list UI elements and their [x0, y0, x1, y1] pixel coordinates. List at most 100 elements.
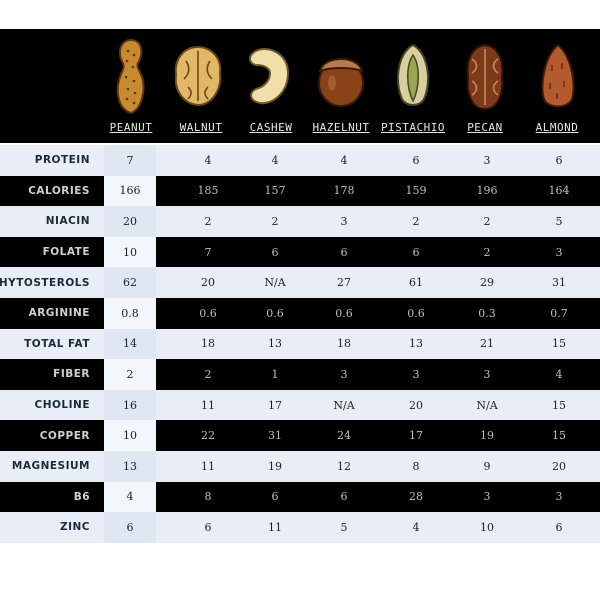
value-cell: 5	[340, 520, 348, 534]
value-cell: 15	[552, 337, 566, 351]
table-row: ARGININE 0.8 0.6 0.6 0.6 0.6 0.3 0.7	[0, 297, 600, 329]
peanut-value-cell: 62	[104, 267, 156, 298]
value-cell: 4	[412, 520, 420, 534]
value-cell: 6	[340, 245, 348, 259]
table-row: TOTAL FAT 14 18 13 18 13 21 15	[0, 328, 600, 360]
value-cell: 2	[271, 214, 279, 228]
value-cell: 3	[340, 214, 348, 228]
walnut-icon	[174, 45, 222, 107]
peanut-value-cell: 7	[104, 145, 156, 176]
value-cell: 17	[268, 398, 282, 412]
row-label: MAGNESIUM	[11, 460, 90, 473]
value-cell: N/A	[333, 398, 355, 412]
value-cell: 10	[480, 520, 494, 534]
value-cell: 0.6	[335, 306, 353, 320]
value-cell: 0.6	[266, 306, 284, 320]
value-cell: 0.3	[478, 306, 496, 320]
row-label: ZINC	[59, 521, 90, 534]
value-cell: N/A	[476, 398, 498, 412]
value-cell: 6	[271, 490, 279, 504]
row-label: FIBER	[53, 368, 90, 381]
hazelnut-icon	[318, 58, 364, 107]
pecan-icon	[466, 43, 504, 111]
value-cell: N/A	[264, 276, 286, 290]
pistachio-icon	[396, 43, 430, 106]
value-cell: 20	[201, 276, 215, 290]
value-cell: 7	[204, 245, 212, 259]
value-cell: 3	[555, 490, 563, 504]
peanut-value-cell: 6	[104, 512, 156, 543]
peanut-value-cell: 16	[104, 389, 156, 421]
value-cell: 15	[552, 398, 566, 412]
value-cell: 31	[552, 276, 566, 290]
value-cell: 3	[555, 245, 563, 259]
value-cell: 6	[412, 153, 420, 167]
peanut-value-cell: 14	[104, 328, 156, 360]
almond-icon	[541, 43, 575, 108]
cashew-icon	[249, 48, 290, 105]
value-cell: 18	[337, 337, 351, 351]
value-cell: 178	[333, 184, 355, 198]
peanut-value-cell: 10	[104, 236, 156, 268]
table-row: COPPER 10 22 31 24 17 19 15	[0, 420, 600, 451]
row-label: PHYTOSTEROLS	[0, 276, 90, 289]
header-band: PEANUT WALNUT CASHEW HAZELNUT PISTACHIO …	[0, 29, 600, 143]
value-cell: 1	[271, 367, 279, 381]
peanut-value-cell: 20	[104, 206, 156, 237]
value-cell: 6	[412, 245, 420, 259]
peanut-value-cell: 13	[104, 450, 156, 482]
column-header-almond: ALMOND	[535, 121, 579, 134]
column-header-pistachio: PISTACHIO	[380, 121, 446, 134]
table-row: CHOLINE 16 11 17 N/A 20 N/A 15	[0, 389, 600, 421]
peanut-value-cell: 2	[104, 359, 156, 390]
value-cell: 3	[483, 153, 491, 167]
column-header-peanut: PEANUT	[109, 121, 153, 134]
value-cell: 29	[480, 276, 494, 290]
value-cell: 2	[204, 367, 212, 381]
value-cell: 2	[483, 214, 491, 228]
value-cell: 3	[483, 367, 491, 381]
table-row: B6 4 8 6 6 28 3 3	[0, 481, 600, 513]
value-cell: 11	[201, 459, 215, 473]
value-cell: 3	[483, 490, 491, 504]
value-cell: 8	[204, 490, 212, 504]
row-label: CALORIES	[28, 184, 90, 197]
row-label: NIACIN	[45, 215, 90, 228]
value-cell: 6	[204, 520, 212, 534]
value-cell: 13	[409, 337, 423, 351]
row-label: COPPER	[39, 429, 90, 442]
value-cell: 24	[337, 429, 351, 443]
value-cell: 2	[204, 214, 212, 228]
peanut-value-cell: 166	[104, 175, 156, 207]
value-cell: 0.7	[550, 306, 568, 320]
value-cell: 185	[197, 184, 219, 198]
value-cell: 18	[201, 337, 215, 351]
table-row: PROTEIN 7 4 4 4 6 3 6	[0, 145, 600, 176]
value-cell: 13	[268, 337, 282, 351]
value-cell: 17	[409, 429, 423, 443]
value-cell: 2	[483, 245, 491, 259]
row-label: PROTEIN	[34, 154, 90, 167]
value-cell: 28	[409, 490, 423, 504]
value-cell: 6	[555, 153, 563, 167]
value-cell: 21	[480, 337, 494, 351]
peanut-value-cell: 0.8	[104, 297, 156, 329]
value-cell: 6	[271, 245, 279, 259]
table-row: FIBER 2 2 1 3 3 3 4	[0, 359, 600, 390]
row-label: ARGININE	[28, 307, 90, 320]
value-cell: 3	[412, 367, 420, 381]
value-cell: 164	[548, 184, 570, 198]
table-row: CALORIES 166 185 157 178 159 196 164	[0, 175, 600, 207]
value-cell: 2	[412, 214, 420, 228]
value-cell: 9	[483, 459, 491, 473]
value-cell: 11	[268, 520, 282, 534]
value-cell: 19	[480, 429, 494, 443]
peanut-value-cell: 4	[104, 481, 156, 513]
value-cell: 196	[476, 184, 498, 198]
table-row: PHYTOSTEROLS 62 20 N/A 27 61 29 31	[0, 267, 600, 298]
value-cell: 20	[552, 459, 566, 473]
value-cell: 20	[409, 398, 423, 412]
value-cell: 159	[405, 184, 427, 198]
value-cell: 4	[204, 153, 212, 167]
table-row: ZINC 6 6 11 5 4 10 6	[0, 512, 600, 543]
